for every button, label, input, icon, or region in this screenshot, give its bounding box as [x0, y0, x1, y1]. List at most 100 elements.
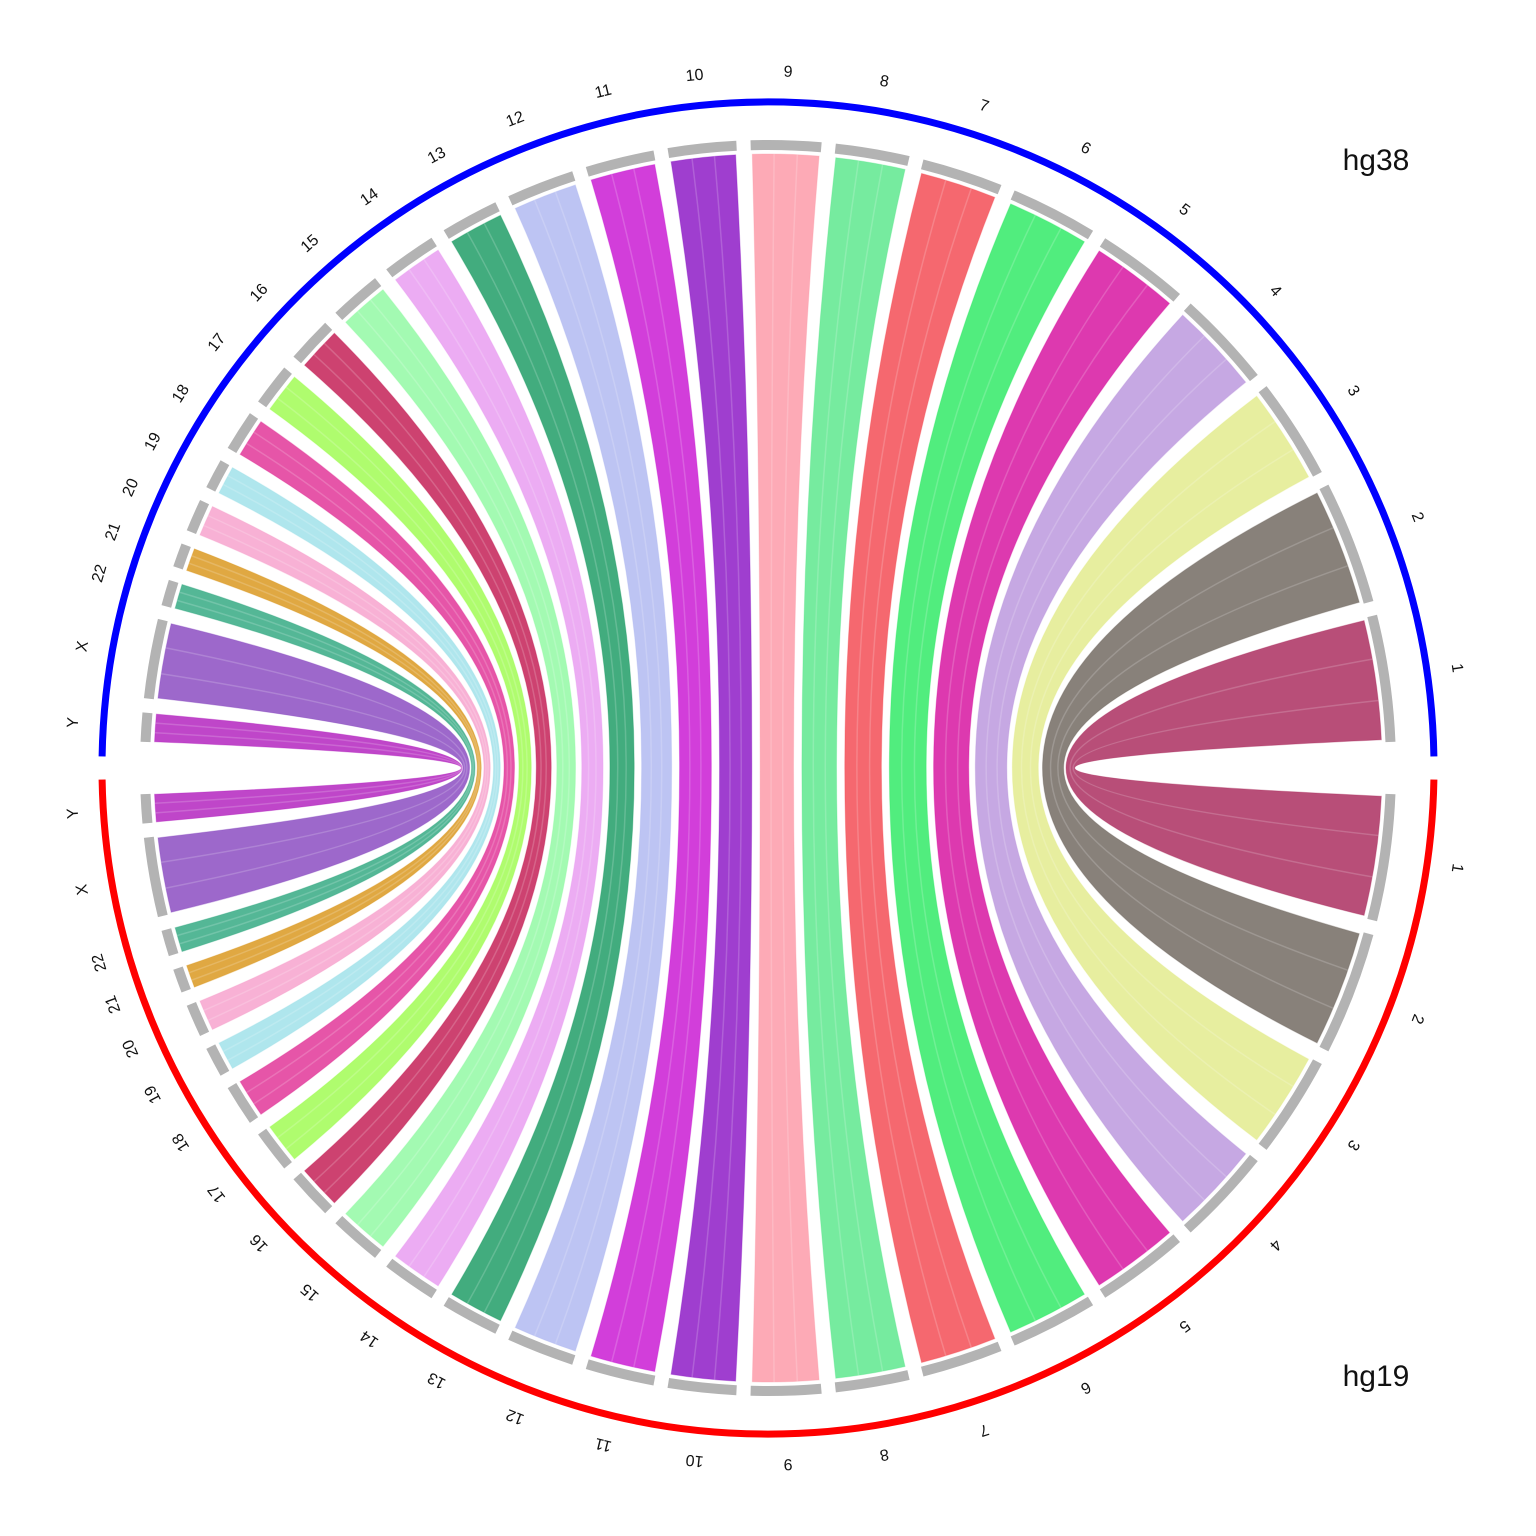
bottom-chr-label-X: X — [73, 882, 92, 896]
bottom-ideogram-chr19 — [206, 1044, 230, 1076]
synteny-link-striation — [770, 154, 775, 1382]
synteny-link-chr22 — [174, 583, 476, 953]
synteny-link-striation — [155, 722, 463, 814]
top-ideogram-chr16 — [293, 322, 333, 364]
bottom-ideogram-chr8 — [834, 1370, 910, 1393]
top-chr-label-Y: Y — [65, 716, 83, 728]
top-chr-label-15: 15 — [298, 232, 323, 257]
synteny-link-striation — [781, 154, 799, 1382]
synteny-link-striation — [533, 199, 652, 1337]
bottom-ideogram-chr18 — [227, 1082, 259, 1123]
top-chr-label-3: 3 — [1344, 383, 1363, 400]
bottom-ideogram-chr11 — [585, 1359, 656, 1386]
bottom-chr-label-11: 11 — [593, 1434, 613, 1454]
bottom-chr-label-15: 15 — [298, 1280, 323, 1305]
synteny-link-striation — [901, 214, 1036, 1322]
top-ideogram-chr5 — [1099, 238, 1181, 302]
bottom-genome-arc — [98, 779, 1438, 1438]
bottom-ideogram-chr16 — [293, 1172, 333, 1214]
synteny-link-chr17 — [269, 376, 532, 1160]
bottom-ideogram-chr14 — [386, 1258, 437, 1299]
top-ideogram-chr4 — [1183, 303, 1258, 382]
bottom-chr-label-6: 6 — [1078, 1378, 1094, 1397]
bottom-chr-label-14: 14 — [357, 1327, 381, 1351]
synteny-link-striation — [1020, 421, 1276, 1115]
bottom-ideogram-chrX — [143, 836, 168, 918]
bottom-ideogram-chr15 — [335, 1215, 382, 1258]
synteny-links — [154, 153, 1382, 1383]
chromosome-ideograms — [140, 139, 1396, 1397]
top-ideogram-chr2 — [1319, 484, 1374, 604]
synteny-link-chr6 — [888, 203, 1086, 1333]
bottom-chr-label-2: 2 — [1408, 1012, 1427, 1027]
top-chr-label-9: 9 — [783, 64, 792, 81]
top-ideogram-chr21 — [173, 543, 191, 570]
bottom-chr-label-22: 22 — [89, 952, 110, 974]
top-chr-label-7: 7 — [977, 97, 991, 116]
top-chr-label-6: 6 — [1078, 139, 1094, 158]
bottom-ideogram-chr5 — [1099, 1234, 1181, 1298]
bottom-chr-label-13: 13 — [425, 1368, 449, 1391]
bottom-ideogram-chr7 — [920, 1341, 1002, 1377]
top-chr-label-18: 18 — [169, 382, 193, 406]
top-ideogram-chr10 — [667, 140, 737, 158]
synteny-link-striation — [246, 442, 508, 1094]
synteny-link-striation — [1072, 699, 1379, 837]
synteny-link-chr8 — [801, 157, 906, 1379]
top-chr-label-21: 21 — [102, 520, 124, 543]
bottom-ideogram-chrY — [140, 793, 153, 824]
synteny-link-chr4 — [974, 314, 1247, 1222]
synteny-link-chr12 — [514, 184, 673, 1352]
synteny-link-striation — [207, 515, 489, 1021]
synteny-link-striation — [277, 397, 524, 1139]
synteny-link-striation — [466, 232, 619, 1304]
synteny-link-chr5 — [933, 250, 1171, 1286]
bottom-chr-label-Y: Y — [65, 807, 83, 819]
synteny-link-striation — [713, 156, 742, 1380]
synteny-link-striation — [1057, 565, 1348, 971]
top-chr-label-20: 20 — [120, 476, 143, 499]
bottom-chr-label-12: 12 — [504, 1405, 527, 1427]
synteny-link-striation — [868, 188, 972, 1348]
synteny-link-striation — [812, 160, 860, 1376]
top-ideogram-chr11 — [585, 150, 656, 177]
synteny-link-chr19 — [218, 466, 501, 1070]
synteny-link-chr3 — [1012, 395, 1310, 1141]
synteny-link-striation — [313, 353, 542, 1183]
bottom-ideogram-chr21 — [173, 966, 191, 993]
synteny-link-striation — [856, 180, 947, 1356]
top-ideogram-chr20 — [186, 499, 210, 535]
synteny-link-striation — [179, 591, 475, 945]
synteny-link-striation — [913, 228, 1062, 1308]
bottom-ideogram-chr20 — [186, 1001, 210, 1037]
bottom-chr-label-19: 19 — [141, 1082, 164, 1106]
synteny-link-chr13 — [451, 214, 635, 1322]
synteny-link-striation — [691, 158, 731, 1378]
top-chr-label-10: 10 — [685, 66, 705, 85]
bottom-chr-label-10: 10 — [685, 1451, 705, 1470]
synteny-link-chr11 — [590, 163, 712, 1373]
bottom-ideogram-chr6 — [1010, 1296, 1094, 1346]
bottom-chr-label-4: 4 — [1266, 1236, 1285, 1254]
synteny-link-chr16 — [303, 332, 552, 1204]
synteny-link-striation — [633, 168, 702, 1368]
top-chr-label-8: 8 — [878, 73, 890, 91]
bottom-ideogram-chr10 — [667, 1378, 737, 1396]
bottom-chr-label-8: 8 — [878, 1445, 890, 1463]
bottom-chr-label-16: 16 — [247, 1231, 272, 1256]
top-ideogram-chr15 — [335, 278, 382, 321]
top-chr-label-13: 13 — [425, 144, 449, 167]
bottom-chr-label-18: 18 — [169, 1130, 193, 1154]
synteny-link-striation — [203, 524, 487, 1012]
synteny-link-striation — [610, 174, 691, 1362]
top-chr-label-5: 5 — [1176, 201, 1193, 220]
synteny-link-striation — [253, 431, 512, 1105]
top-chr-label-11: 11 — [593, 82, 613, 102]
bottom-chr-label-21: 21 — [102, 993, 124, 1016]
bottom-chr-label-20: 20 — [120, 1037, 143, 1060]
synteny-link-chr18 — [239, 421, 515, 1115]
synteny-link-striation — [1029, 448, 1294, 1088]
synteny-link-chr1 — [1065, 619, 1382, 917]
top-ideogram-chr7 — [920, 159, 1002, 195]
